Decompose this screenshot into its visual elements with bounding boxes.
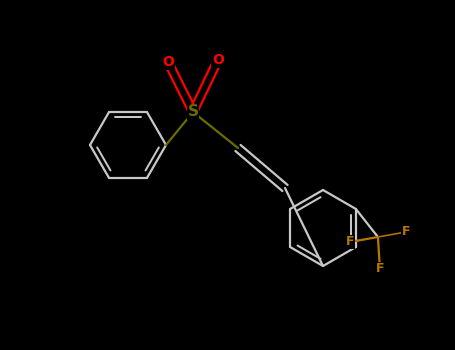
Text: F: F [402,225,410,238]
Text: F: F [376,262,384,275]
Text: O: O [212,53,224,67]
Text: O: O [162,55,174,69]
Text: S: S [187,105,198,119]
Text: O: O [212,53,224,67]
Text: F: F [346,236,354,248]
Text: O: O [162,55,174,69]
Text: S: S [187,105,198,119]
